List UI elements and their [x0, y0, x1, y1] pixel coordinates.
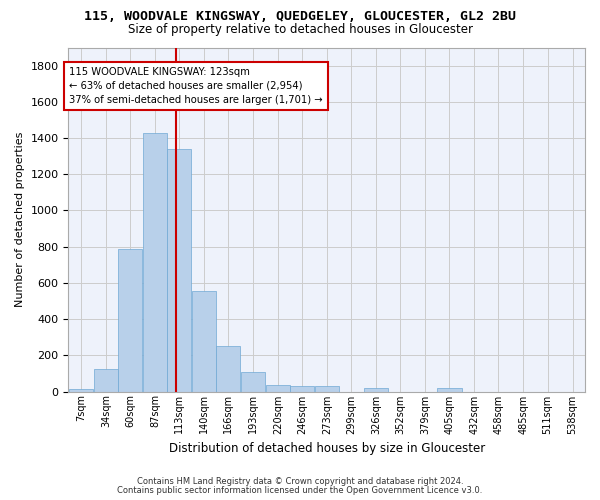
Bar: [167, 149, 191, 392]
Bar: [143, 132, 167, 392]
Bar: [68, 389, 93, 392]
Bar: [94, 369, 118, 392]
Text: Contains public sector information licensed under the Open Government Licence v3: Contains public sector information licen…: [118, 486, 482, 495]
Bar: [266, 385, 290, 392]
Bar: [216, 346, 241, 392]
Bar: [364, 388, 388, 392]
X-axis label: Distribution of detached houses by size in Gloucester: Distribution of detached houses by size …: [169, 442, 485, 455]
Bar: [315, 386, 340, 392]
Text: Contains HM Land Registry data © Crown copyright and database right 2024.: Contains HM Land Registry data © Crown c…: [137, 477, 463, 486]
Bar: [192, 291, 216, 392]
Bar: [241, 372, 265, 392]
Text: 115, WOODVALE KINGSWAY, QUEDGELEY, GLOUCESTER, GL2 2BU: 115, WOODVALE KINGSWAY, QUEDGELEY, GLOUC…: [84, 10, 516, 23]
Y-axis label: Number of detached properties: Number of detached properties: [15, 132, 25, 307]
Text: Size of property relative to detached houses in Gloucester: Size of property relative to detached ho…: [128, 22, 473, 36]
Bar: [290, 386, 314, 392]
Text: 115 WOODVALE KINGSWAY: 123sqm
← 63% of detached houses are smaller (2,954)
37% o: 115 WOODVALE KINGSWAY: 123sqm ← 63% of d…: [70, 66, 323, 104]
Bar: [118, 250, 142, 392]
Bar: [437, 388, 461, 392]
